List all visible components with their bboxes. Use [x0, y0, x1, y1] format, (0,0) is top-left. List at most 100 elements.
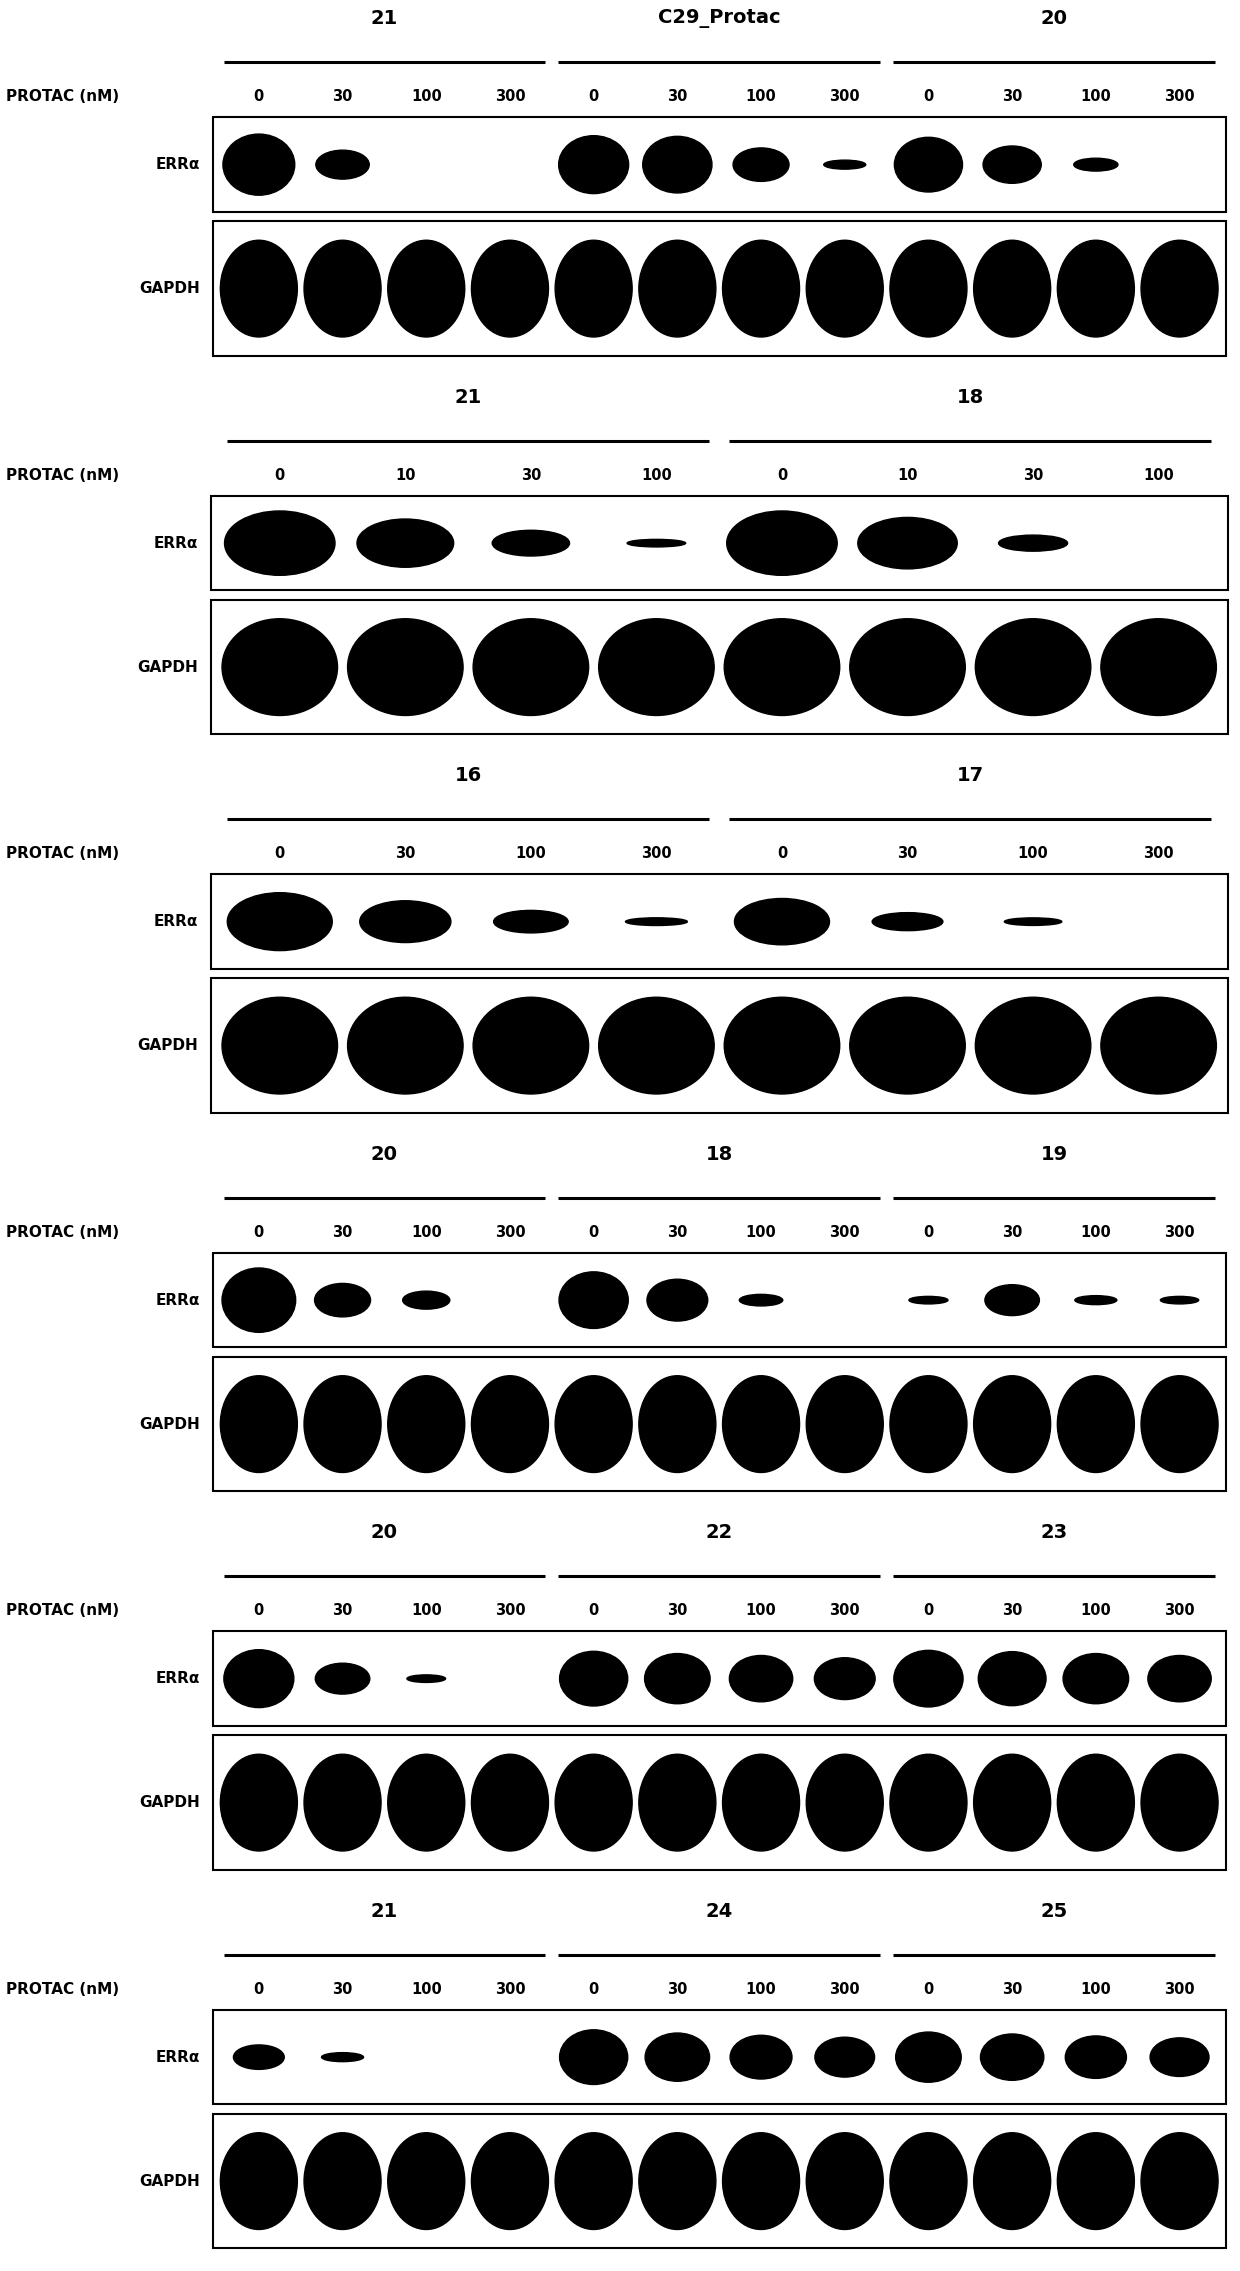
Text: 100: 100 — [410, 1224, 441, 1240]
Ellipse shape — [494, 911, 568, 933]
Ellipse shape — [823, 161, 866, 168]
Text: ERRα: ERRα — [156, 157, 201, 173]
Text: 17: 17 — [957, 765, 983, 786]
Ellipse shape — [724, 618, 839, 715]
Ellipse shape — [559, 2030, 627, 2085]
Text: 100: 100 — [745, 89, 776, 104]
Ellipse shape — [233, 2044, 284, 2069]
Text: 0: 0 — [589, 1983, 599, 1996]
Text: 19: 19 — [1040, 1145, 1068, 1163]
Text: 300: 300 — [830, 1603, 861, 1617]
Text: GAPDH: GAPDH — [140, 282, 201, 295]
Text: 30: 30 — [332, 89, 352, 104]
Ellipse shape — [1141, 2132, 1218, 2230]
Ellipse shape — [221, 1376, 298, 1472]
Bar — [213, 1631, 1225, 1726]
Bar — [211, 874, 1228, 970]
Ellipse shape — [639, 2132, 715, 2230]
Ellipse shape — [559, 136, 629, 193]
Ellipse shape — [556, 241, 632, 336]
Text: 300: 300 — [641, 847, 672, 861]
Text: GAPDH: GAPDH — [138, 1038, 198, 1054]
Text: 300: 300 — [495, 89, 526, 104]
Text: GAPDH: GAPDH — [138, 659, 198, 674]
Ellipse shape — [723, 1376, 800, 1472]
Bar — [213, 2114, 1225, 2248]
Bar — [213, 1735, 1225, 1869]
Ellipse shape — [849, 997, 965, 1095]
Bar — [211, 979, 1228, 1113]
Ellipse shape — [1058, 241, 1135, 336]
Ellipse shape — [806, 241, 883, 336]
Ellipse shape — [733, 148, 789, 182]
Text: 21: 21 — [371, 1901, 398, 1921]
Text: 30: 30 — [667, 1603, 687, 1617]
Text: 300: 300 — [495, 1983, 526, 1996]
Text: 0: 0 — [776, 847, 787, 861]
Ellipse shape — [224, 511, 335, 575]
Text: 30: 30 — [1002, 1983, 1022, 1996]
Text: 24: 24 — [706, 1901, 733, 1921]
Text: 0: 0 — [589, 1224, 599, 1240]
Ellipse shape — [627, 540, 686, 547]
Text: 0: 0 — [589, 1603, 599, 1617]
Ellipse shape — [723, 2132, 800, 2230]
Ellipse shape — [357, 520, 454, 568]
Ellipse shape — [388, 1753, 465, 1851]
Text: 300: 300 — [830, 89, 861, 104]
Bar — [213, 118, 1225, 211]
Text: C29_Protac: C29_Protac — [658, 9, 780, 27]
Text: 0: 0 — [254, 89, 264, 104]
Text: GAPDH: GAPDH — [140, 2173, 201, 2189]
Text: 100: 100 — [1080, 1224, 1111, 1240]
Ellipse shape — [973, 241, 1050, 336]
Ellipse shape — [471, 241, 548, 336]
Ellipse shape — [304, 1376, 381, 1472]
Ellipse shape — [221, 1753, 298, 1851]
Ellipse shape — [388, 2132, 465, 2230]
Text: PROTAC (nM): PROTAC (nM) — [6, 468, 119, 481]
Text: 21: 21 — [455, 388, 481, 407]
Text: 0: 0 — [274, 847, 285, 861]
Ellipse shape — [973, 2132, 1050, 2230]
Text: 100: 100 — [641, 468, 672, 481]
Text: 100: 100 — [410, 1983, 441, 1996]
Text: 30: 30 — [667, 89, 687, 104]
Ellipse shape — [978, 1651, 1047, 1706]
Text: 100: 100 — [1143, 468, 1174, 481]
Ellipse shape — [998, 536, 1068, 552]
Bar — [211, 495, 1228, 590]
Text: 30: 30 — [667, 1983, 687, 1996]
Ellipse shape — [1075, 1297, 1117, 1304]
Text: PROTAC (nM): PROTAC (nM) — [6, 1983, 119, 1996]
Ellipse shape — [909, 1297, 947, 1304]
Ellipse shape — [304, 2132, 381, 2230]
Text: 30: 30 — [1023, 468, 1043, 481]
Ellipse shape — [739, 1294, 782, 1306]
Ellipse shape — [639, 241, 715, 336]
Ellipse shape — [724, 997, 839, 1095]
Ellipse shape — [895, 2033, 961, 2083]
Text: 300: 300 — [1164, 89, 1195, 104]
Ellipse shape — [1161, 1297, 1199, 1304]
Ellipse shape — [642, 136, 712, 193]
Text: 30: 30 — [521, 468, 541, 481]
Ellipse shape — [1141, 241, 1218, 336]
Ellipse shape — [556, 1753, 632, 1851]
Ellipse shape — [639, 1376, 715, 1472]
Text: 23: 23 — [1040, 1524, 1068, 1542]
Text: 100: 100 — [410, 89, 441, 104]
Text: 22: 22 — [706, 1524, 733, 1542]
Text: 100: 100 — [410, 1603, 441, 1617]
Text: 30: 30 — [898, 847, 918, 861]
Bar — [211, 600, 1228, 734]
Ellipse shape — [471, 1376, 548, 1472]
Text: ERRα: ERRα — [154, 915, 198, 929]
Text: 300: 300 — [1143, 847, 1174, 861]
Text: 100: 100 — [1018, 847, 1049, 861]
Text: 21: 21 — [371, 9, 398, 27]
Text: 25: 25 — [1040, 1901, 1068, 1921]
Ellipse shape — [973, 1376, 1050, 1472]
Text: 16: 16 — [455, 765, 481, 786]
Ellipse shape — [1058, 1376, 1135, 1472]
